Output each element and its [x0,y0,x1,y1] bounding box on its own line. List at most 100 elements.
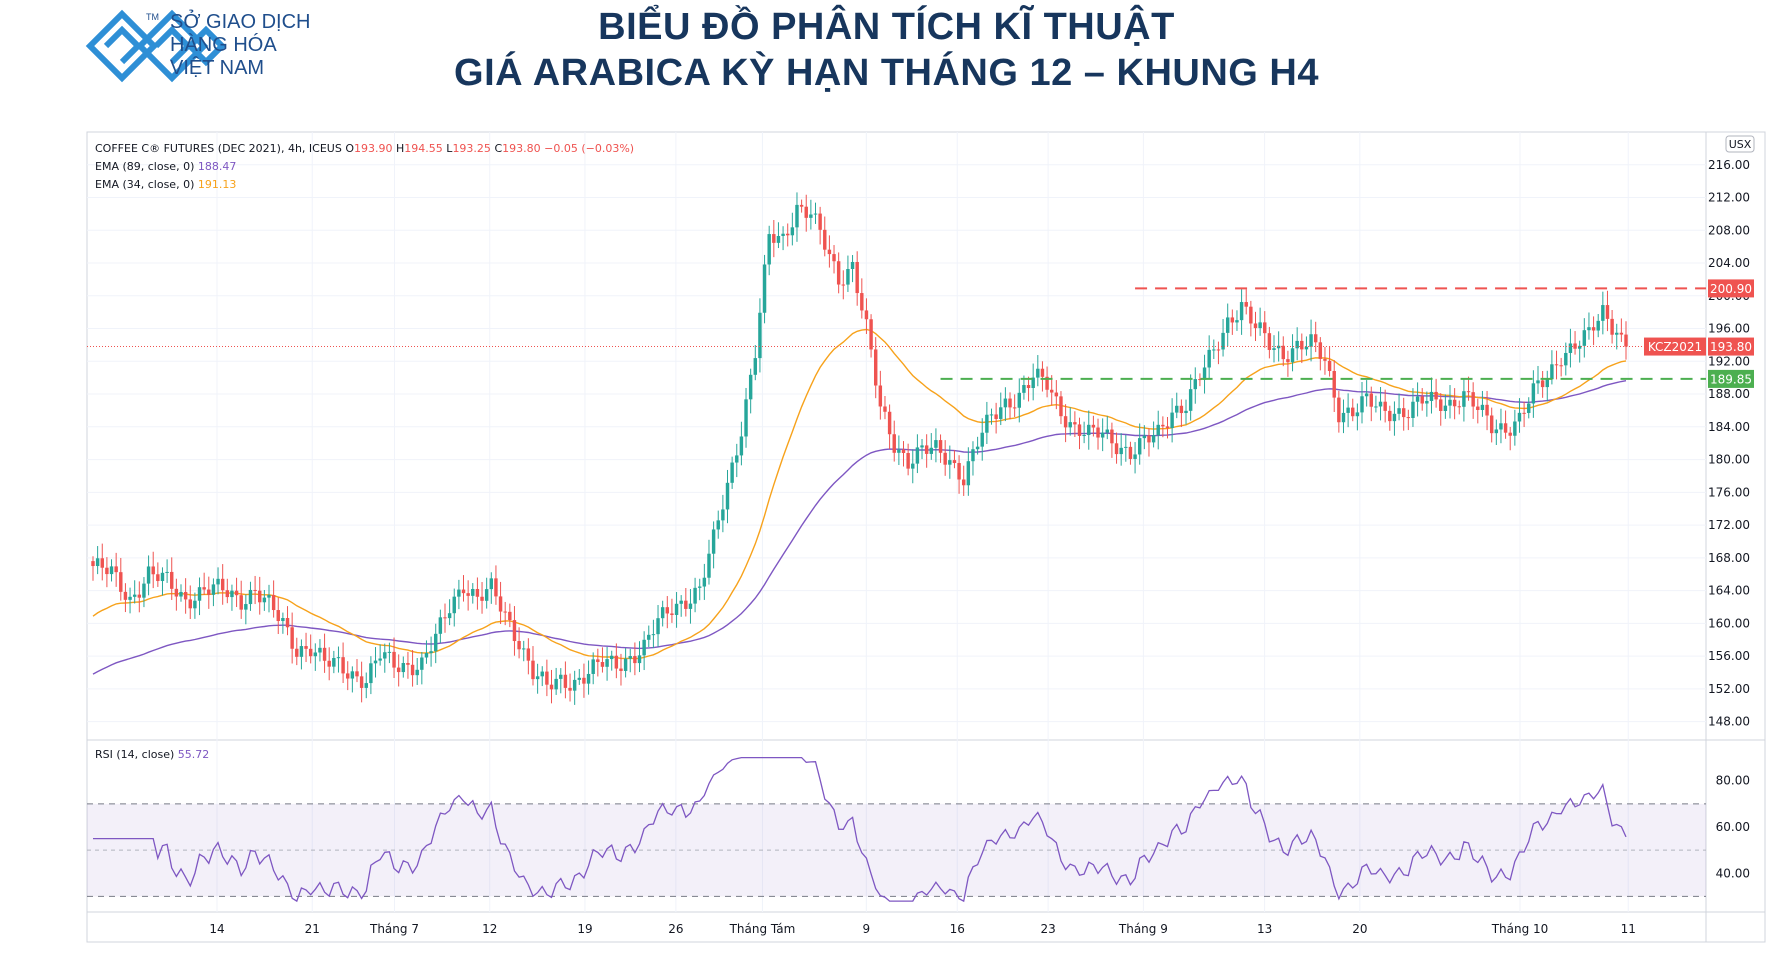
candle-body [1540,380,1545,388]
time-tick-label: 23 [1041,922,1056,936]
candle-body [698,586,702,588]
candle-body [1091,424,1096,428]
candle-body [1124,446,1128,448]
candle-body [1513,421,1517,436]
candle-body [114,566,118,573]
candle-body [1327,360,1332,371]
candle-body [915,447,920,464]
candle-body [1480,404,1485,410]
logo-line-3: VIỆT NAM [170,57,265,79]
candle-body [1439,399,1443,411]
candle-body [855,261,859,294]
candle-body [748,374,753,400]
price-tick-label: 192.00 [1708,354,1750,368]
candle-body [1392,413,1397,422]
candle-body [1401,408,1406,418]
candle-body [1119,447,1123,455]
candle-body [1063,416,1068,428]
candle-body [281,618,285,622]
candle-body [1577,345,1582,349]
candle-body [512,620,517,642]
candle-body [484,589,489,601]
hanghoa-logo [85,9,227,83]
candle-body [1008,398,1012,408]
candle-body [452,596,456,614]
candle-body [637,655,642,664]
candle-body [1087,424,1091,436]
candle-body [170,571,174,589]
support-price-label: 189.85 [1710,372,1752,386]
candle-body [95,558,100,567]
candle-body [892,434,896,453]
candle-body [443,617,447,619]
candle-body [1193,379,1197,390]
candle-body [1550,364,1554,380]
candle-body [461,589,466,594]
time-tick-label: 26 [668,922,683,936]
candle-body [1239,302,1244,321]
candle-body [1258,322,1262,329]
candle-body [396,667,401,673]
candle-body [438,617,443,634]
candle-body [1313,334,1318,343]
candle-body [1355,412,1360,417]
candle-body [739,436,744,456]
candle-body [721,509,725,521]
symbol-label: KCZ2021 [1648,340,1702,354]
candle-body [688,603,693,609]
candle-body [665,607,670,614]
candle-body [823,229,827,250]
candle-body [531,660,535,680]
candle-body [1582,330,1587,346]
candle-body [1615,332,1619,335]
candle-body [318,647,322,653]
candle-body [1304,346,1309,350]
candle-body [401,663,406,673]
candle-body [1457,406,1461,408]
candle-body [1485,404,1489,416]
candle-body [1323,358,1327,361]
candle-body [799,204,804,207]
time-tick-label: 12 [482,922,497,936]
candle-body [994,414,998,419]
candle-body [911,463,915,469]
candle-body [327,660,331,667]
candle-body [1216,349,1221,351]
chart-border [86,131,1766,943]
candle-body [434,633,438,652]
grid-lines [87,132,1706,912]
candle-body [545,671,549,685]
ema-34-line [92,328,1627,660]
candle-body [813,213,818,215]
legend-high: 194.55 [404,142,443,155]
candle-body [1207,349,1211,368]
candle-body [359,676,364,688]
price-tick-label: 180.00 [1708,453,1750,467]
candle-body [383,652,387,659]
ema34-value: 191.13 [197,178,237,191]
candle-body [980,432,984,447]
candle-body [684,600,688,609]
time-tick-label: 20 [1352,922,1367,936]
rsi-tick-label: 80.00 [1716,774,1750,788]
candle-body [1568,343,1573,353]
price-axis: 216.00212.00208.00204.00200.00196.00192.… [1708,135,1755,729]
candle-body [952,460,957,464]
candle-body [1235,320,1239,323]
candle-body [211,584,216,595]
candle-body [989,414,994,416]
candle-body [304,646,308,649]
candle-body [188,599,192,609]
candle-body [864,310,869,320]
candle-body [860,293,864,311]
candle-body [1596,320,1600,331]
candle-body [1406,417,1411,419]
candle-body [248,589,253,605]
candle-body [887,411,892,435]
candle-body [1536,380,1540,384]
candle-body [285,618,290,628]
candle-body [1554,364,1559,366]
candle-body [1466,391,1471,393]
candle-body [1318,342,1323,359]
